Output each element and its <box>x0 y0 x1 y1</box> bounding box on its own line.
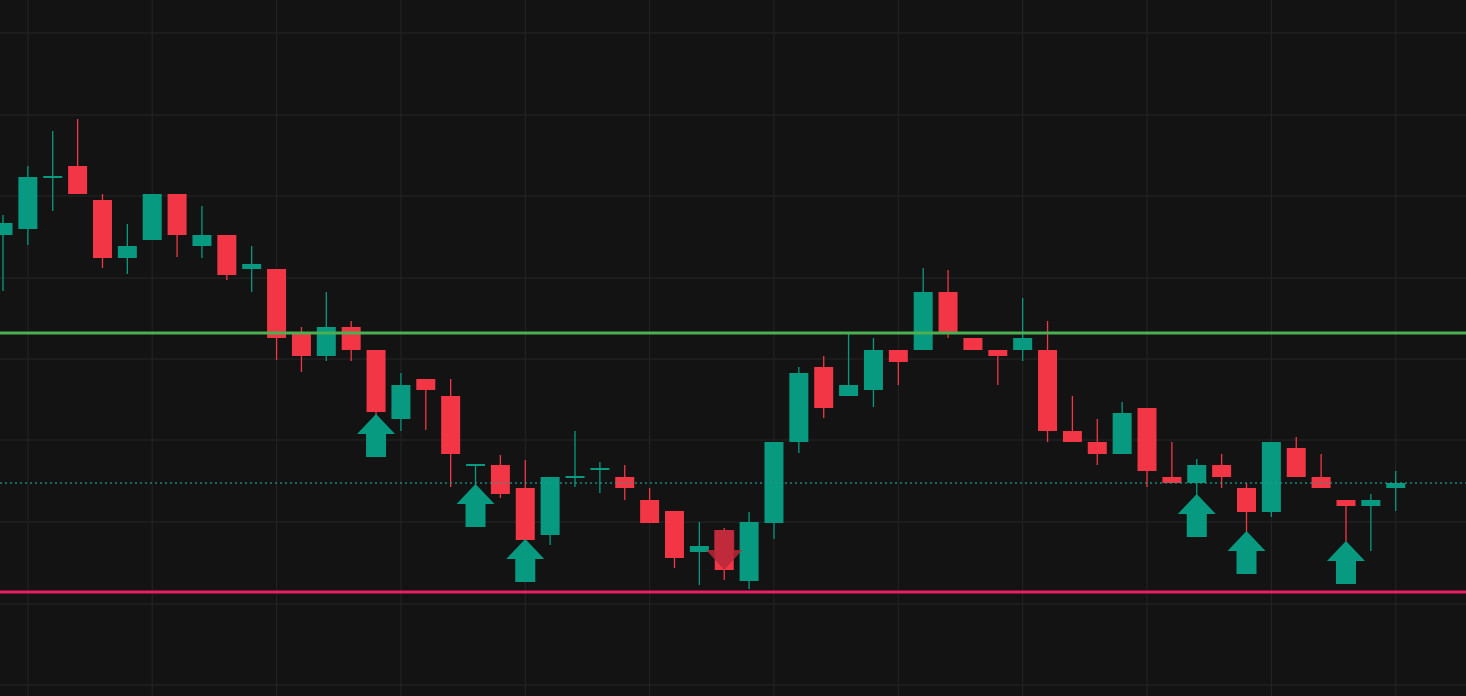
candle-body <box>1361 500 1381 506</box>
candle-body <box>1187 465 1207 483</box>
candle-body <box>789 373 809 442</box>
candle-body <box>291 333 311 356</box>
candle-body <box>117 246 137 258</box>
candle-body <box>416 379 436 390</box>
candle-body <box>938 292 958 333</box>
candle-body <box>664 511 684 558</box>
candle-body <box>167 194 187 235</box>
sell-arrow <box>706 530 743 570</box>
candle-body <box>1212 465 1232 477</box>
candle-body <box>689 546 709 552</box>
candle-body <box>142 194 162 240</box>
candle-body <box>814 367 834 408</box>
candle-body <box>1386 483 1406 488</box>
candle-body <box>913 292 933 350</box>
buy-arrow <box>1177 494 1216 537</box>
candle-body <box>1038 350 1058 431</box>
candle-body <box>441 396 461 454</box>
candle-body <box>615 477 635 488</box>
candle-body <box>490 465 510 494</box>
candle-body <box>1137 408 1157 471</box>
buy-arrow <box>1326 541 1365 584</box>
candle-body <box>888 350 908 362</box>
candle-body <box>640 500 660 523</box>
candle-body <box>764 442 784 523</box>
candle-body <box>1237 488 1256 512</box>
candle-body <box>963 338 983 350</box>
candle-body <box>1062 431 1082 442</box>
candle-body <box>565 476 585 478</box>
candle-body <box>192 235 212 246</box>
candle-body <box>366 350 386 412</box>
candle-body <box>217 235 237 275</box>
candle-body <box>0 223 13 235</box>
candle-body <box>1112 413 1132 454</box>
candle-body <box>68 166 88 194</box>
buy-arrow <box>506 539 545 582</box>
buy-arrow <box>456 484 495 527</box>
candle-body <box>1261 442 1281 512</box>
candle-body <box>1336 500 1356 506</box>
candle-body <box>341 327 361 350</box>
candle-body <box>739 522 759 581</box>
candle-body <box>43 176 63 178</box>
candle-body <box>242 264 262 269</box>
candle-body <box>540 477 560 535</box>
candle-body <box>1286 448 1306 477</box>
candle-body <box>988 350 1008 356</box>
candle-body <box>267 269 287 338</box>
candle-body <box>391 385 411 419</box>
candle-body <box>863 350 883 390</box>
candle-body <box>1087 442 1107 454</box>
buy-arrow <box>357 414 396 457</box>
candle-body <box>92 200 112 258</box>
candle-body <box>18 177 38 229</box>
candle-body <box>466 464 486 466</box>
candle-body <box>515 488 535 540</box>
candle-body <box>839 385 859 396</box>
candle-body <box>1162 477 1182 483</box>
candle-body <box>1013 338 1033 350</box>
buy-arrow <box>1227 531 1266 574</box>
candle-body <box>316 327 336 356</box>
candle-body <box>590 468 610 470</box>
